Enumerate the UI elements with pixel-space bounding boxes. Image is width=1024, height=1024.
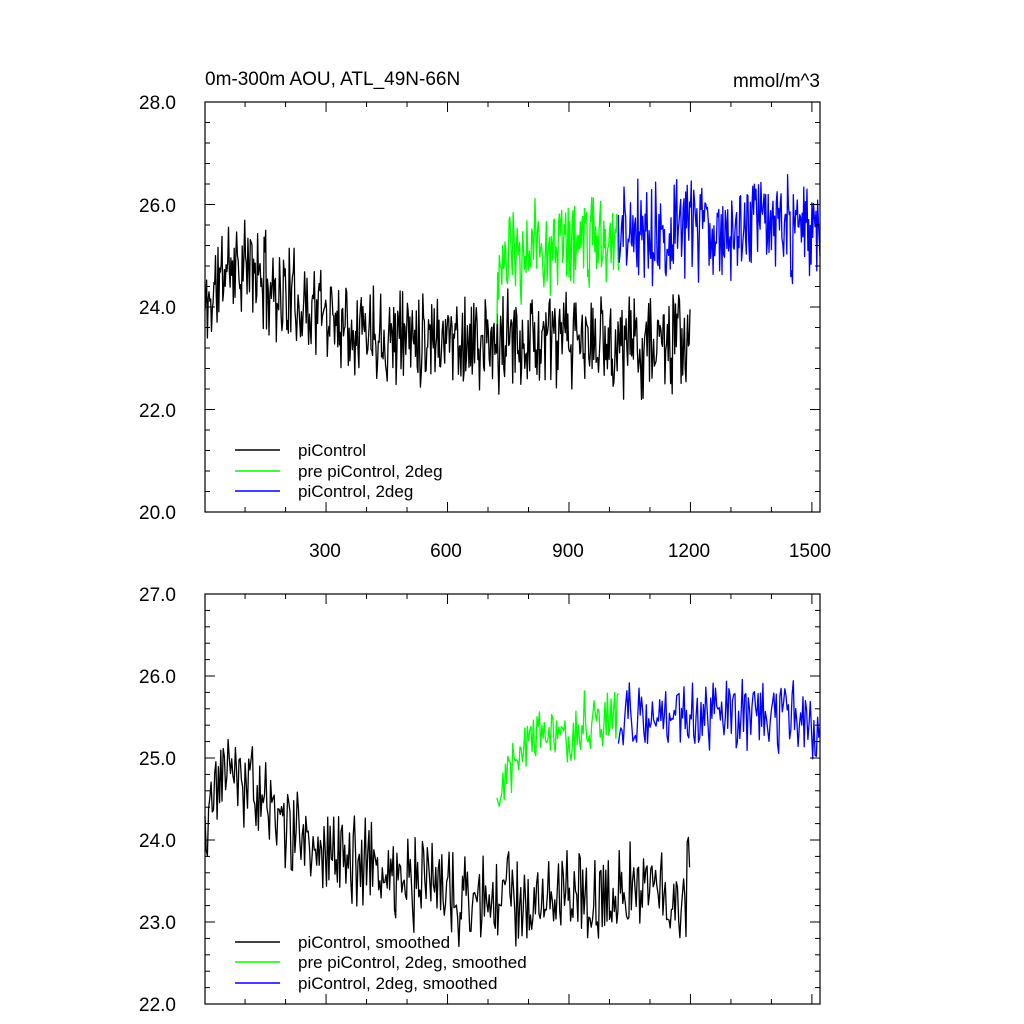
y-tick-label: 26.0 — [139, 196, 176, 217]
series-line-pre-picontrol-2deg-smoothed — [496, 690, 619, 808]
legend-label: piControl, 2deg — [298, 482, 413, 501]
y-tick-label: 25.0 — [139, 749, 176, 770]
legend-label: piControl — [298, 441, 366, 460]
plot-frame — [204, 593, 821, 1005]
x-tick-labels: 300 600 900 1200 1500 — [309, 541, 831, 562]
legend-label: pre piControl, 2deg — [298, 462, 443, 481]
y-tick-label: 27.0 — [139, 585, 176, 606]
y-tick-label: 20.0 — [139, 503, 176, 524]
chart-units: mmol/m^3 — [733, 71, 820, 92]
legend: piControl, smoothed pre piControl, 2deg,… — [235, 933, 527, 993]
legend-label: pre piControl, 2deg, smoothed — [298, 953, 527, 972]
y-tick-label: 28.0 — [139, 93, 176, 114]
y-tick-labels: 20.0 22.0 24.0 26.0 28.0 — [139, 93, 176, 524]
series-line-picontrol — [204, 219, 691, 401]
y-tick-label: 26.0 — [139, 667, 176, 688]
y-tick-label: 22.0 — [139, 995, 176, 1016]
top-panel: 0m-300m AOU, ATL_49N-66N mmol/m^3 20.0 2… — [139, 69, 831, 562]
series-line-picontrol-2deg-smoothed — [617, 678, 821, 760]
series-line-picontrol-smoothed — [204, 738, 691, 948]
x-tick-label: 900 — [552, 541, 584, 562]
legend-label: piControl, 2deg, smoothed — [298, 974, 497, 993]
x-tick-label: 300 — [309, 541, 341, 562]
x-tick-label: 600 — [430, 541, 462, 562]
x-tick-label: 1200 — [668, 541, 710, 562]
y-tick-labels: 22.0 23.0 24.0 25.0 26.0 27.0 — [139, 585, 176, 1016]
chart-title: 0m-300m AOU, ATL_49N-66N — [205, 69, 460, 90]
y-tick-label: 24.0 — [139, 298, 176, 319]
legend: piControl pre piControl, 2deg piControl,… — [235, 441, 443, 501]
y-tick-label: 23.0 — [139, 913, 176, 934]
series-line-pre-picontrol-2deg — [496, 196, 620, 325]
legend-label: piControl, smoothed — [298, 933, 450, 952]
series-line-picontrol-2deg — [617, 174, 821, 287]
bottom-panel: 22.0 23.0 24.0 25.0 26.0 27.0 piControl,… — [139, 585, 821, 1016]
y-tick-label: 22.0 — [139, 401, 176, 422]
x-tick-label: 1500 — [789, 541, 831, 562]
y-tick-label: 24.0 — [139, 831, 176, 852]
